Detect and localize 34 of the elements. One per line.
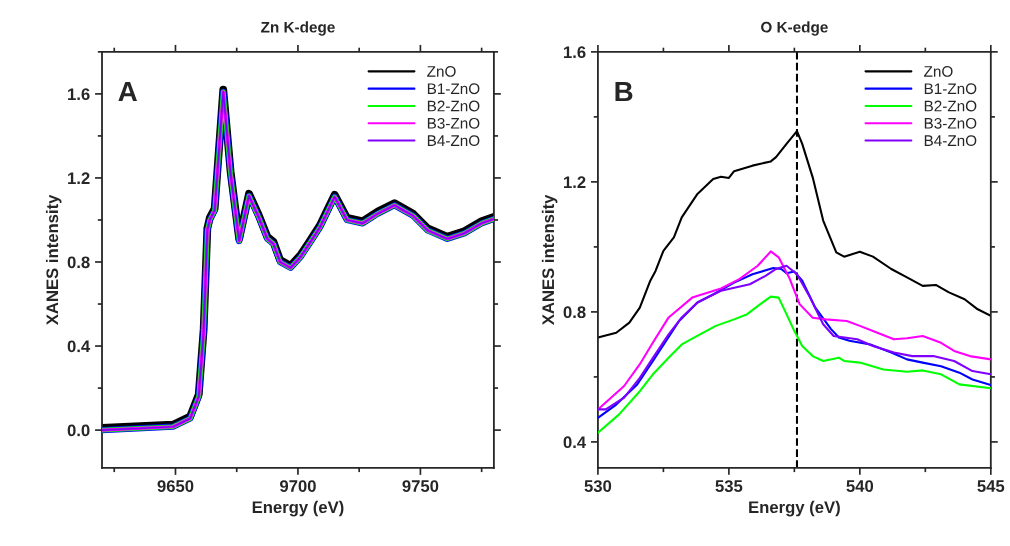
y-tick-label: 0.4	[563, 436, 587, 449]
x-axis-title: Energy (eV)	[749, 500, 840, 517]
x-tick-label: 9650	[157, 480, 194, 492]
y-tick-label: 0.8	[563, 306, 586, 319]
y-axis-title: XANES intensity	[45, 194, 62, 326]
legend-label: B1-ZnO	[427, 83, 480, 95]
y-tick-label: 1.2	[564, 176, 586, 188]
x-tick-label: 535	[715, 480, 743, 492]
chart-title: O K-edge	[761, 21, 828, 36]
legend-label: B4-ZnO	[924, 135, 977, 147]
y-tick-label: 0.4	[67, 340, 91, 353]
legend-label: B2-ZnO	[924, 100, 977, 112]
y-tick-label: 0.8	[67, 256, 90, 269]
y-axis-title: XANES intensity	[541, 194, 558, 326]
y-tick-label: 1.6	[68, 88, 90, 101]
chart-title: Zn K-dege	[261, 21, 335, 36]
x-tick-label: 540	[846, 480, 874, 492]
annotation: B	[615, 82, 633, 102]
y-tick-label: 1.2	[68, 172, 90, 184]
legend-label: B3-ZnO	[427, 117, 480, 129]
x-tick-label: 530	[584, 480, 612, 492]
legend-label: B1-ZnO	[924, 83, 977, 95]
x-axis-title: Energy (eV)	[252, 500, 344, 517]
legend-label: B3-ZnO	[924, 117, 977, 129]
y-tick-label: 0.0	[67, 424, 90, 437]
x-tick-label: 545	[977, 480, 1005, 492]
x-tick-label: 9700	[279, 480, 316, 492]
legend-label: B4-ZnO	[427, 135, 480, 147]
annotation: A	[118, 82, 138, 102]
x-tick-label: 9750	[402, 480, 439, 492]
legend-label: ZnO	[924, 66, 953, 77]
y-tick-label: 1.6	[564, 46, 586, 59]
legend-label: ZnO	[427, 66, 456, 77]
legend-label: B2-ZnO	[427, 100, 480, 112]
